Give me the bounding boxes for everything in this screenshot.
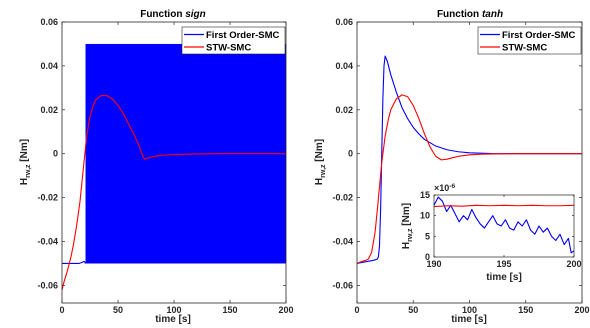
right-chart: Function tanh 0 50 100 150 200-0.06-0.04-0.0… (314, 9, 590, 325)
inset-series (433, 196, 575, 254)
series-line-first-order-smc (356, 55, 583, 265)
left-y-axis-label: Hrw,z [Nm] (19, 139, 32, 185)
right-axes-box (356, 21, 583, 304)
right-x-tick-label: 100 (462, 305, 477, 315)
right-x-tick-label: 150 (518, 305, 533, 315)
inset-series-line-first-order-smc (433, 196, 575, 254)
inset-x-tick-label: 200 (566, 259, 581, 269)
left-chart: Function sign 0 50 100 150 200 -0.06 -0.04 -0.0… (19, 9, 294, 325)
right-series (356, 55, 583, 265)
right-legend-label-first-order: First Order-SMC (502, 30, 576, 41)
left-y-tick-label: -0.02 (37, 193, 58, 203)
right-x-tick-label: 200 (574, 305, 589, 315)
inset-axes-box (433, 194, 575, 258)
right-legend-box (477, 26, 582, 55)
inset-y-tick-label: 10 (420, 211, 430, 221)
inset-scale-label: ×10-6 (434, 183, 455, 193)
inset-y-tick-label: 5 (425, 231, 430, 241)
right-y-tick-label: -0.06 (332, 280, 353, 290)
left-y-tick-label: 0.02 (40, 105, 58, 115)
left-y-tick-label: -0.04 (37, 237, 58, 247)
right-x-axis-label: time [s] (451, 314, 487, 325)
left-series (61, 43, 287, 290)
right-y-tick-label: 0.06 (335, 17, 353, 27)
right-y-tick-label: 0 (348, 149, 353, 159)
left-y-tick-label: -0.06 (37, 280, 58, 290)
left-legend-label-first-order: First Order-SMC (206, 30, 280, 41)
left-y-tick-label: 0.04 (40, 61, 58, 71)
left-axes-box (61, 21, 287, 304)
left-legend: First Order-SMC STW-SMC (181, 26, 286, 55)
left-y-tick-label: 0 (53, 149, 58, 159)
left-x-axis-label: time [s] (155, 314, 191, 325)
left-legend-box (181, 26, 286, 55)
right-y-tick-label: 0.04 (335, 61, 353, 71)
right-y-tick-label: -0.04 (332, 237, 353, 247)
inset-x-tick-label: 190 (426, 259, 441, 269)
right-y-tick-label: -0.02 (332, 193, 353, 203)
series-line-first-order-smc-link (83, 261, 87, 264)
inset-y-tick-label: 0 (425, 252, 430, 262)
right-chart-title: Function tanh (437, 9, 503, 20)
inset-series-line-stw-smc (433, 204, 575, 208)
inset-y-axis-label: Hrw,z [Nm] (401, 203, 414, 249)
left-chart-title: Function sign (140, 9, 206, 20)
left-x-tick-label: 200 (278, 305, 293, 315)
left-x-tick-label: 150 (222, 305, 237, 315)
series-line-stw-smc (61, 94, 286, 290)
right-y-tick-label: 0.02 (335, 105, 353, 115)
left-x-tick-label: 100 (166, 305, 181, 315)
series-line-stw-smc (356, 94, 582, 264)
left-x-tick-label: 50 (113, 305, 123, 315)
inset-chart: 190 195 200 0 5 10 15 ×10-6 time [s] Hrw,z [Nm… (401, 183, 582, 283)
inset-x-tick-label: 195 (496, 259, 511, 269)
right-plot-area (357, 22, 582, 303)
right-x-tick-label: 50 (408, 305, 418, 315)
right-x-tick-label: 0 (354, 305, 359, 315)
inset-plot-area (434, 195, 574, 257)
inset-y-tick-label: 15 (420, 190, 430, 200)
inset-x-axis-label: time [s] (486, 272, 522, 283)
left-x-tick-label: 0 (59, 305, 64, 315)
right-legend: First Order-SMC STW-SMC (477, 26, 582, 55)
right-y-axis-label: Hrw,z [Nm] (314, 139, 327, 185)
left-legend-label-stw: STW-SMC (206, 43, 251, 54)
series-line-first-order-smc (62, 260, 85, 265)
right-legend-label-stw: STW-SMC (502, 43, 547, 54)
left-y-tick-label: 0.06 (40, 17, 58, 27)
